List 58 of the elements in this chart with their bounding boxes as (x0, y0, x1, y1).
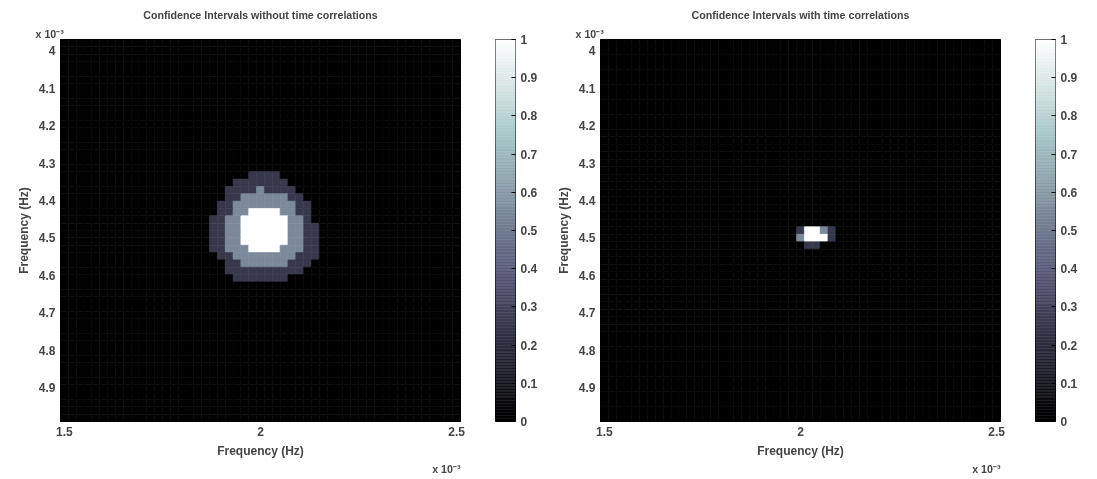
color-bar-label: 0 (1060, 415, 1068, 429)
color-bar-label: 0.6 (520, 185, 538, 200)
y-tick-label: 4.7 (38, 306, 56, 321)
text: x 10⁻³ (575, 27, 605, 40)
y-tick-label: 4.3 (38, 156, 56, 171)
y-axis-title: Frequency (Hz) (16, 187, 31, 274)
color-bar-label: 0.8 (1060, 109, 1078, 124)
chart-title: Confidence Intervals without time correlations (143, 8, 378, 21)
color-bar-label: 0.2 (1060, 338, 1078, 353)
text: x 10⁻³ (972, 462, 1001, 475)
color-bar-label: 0.9 (520, 71, 538, 86)
color-bar-label: 0.1 (1060, 376, 1078, 391)
x-tick-label: 2 (257, 424, 265, 439)
y-tick-label: 4.6 (578, 268, 596, 283)
y-tick-label: 4.8 (38, 343, 56, 358)
x-tick-label: 2.5 (448, 424, 466, 439)
y-tick-label: 4.4 (38, 194, 56, 209)
color-bar-label: 0 (520, 415, 528, 429)
color-bar-label: 0.9 (1060, 71, 1078, 86)
x-tick-label: 1.5 (56, 424, 74, 439)
y-tick-label: 4.4 (578, 194, 596, 209)
y-tick-label: 4 (48, 44, 56, 59)
y-tick-label: 4.9 (578, 381, 596, 396)
color-bar-label: 0.1 (520, 376, 538, 391)
color-bar-label: 0.6 (1060, 185, 1078, 200)
x-tick-label: 1.5 (596, 424, 614, 439)
text: x 10⁻³ (432, 462, 461, 475)
color-bar-label: 0.3 (1060, 300, 1078, 315)
color-bar-label: 0.8 (520, 109, 538, 124)
color-bar-label: 0.5 (520, 224, 538, 238)
color-bar-label: 0.2 (520, 338, 538, 353)
y-tick-label: 4.1 (578, 81, 596, 96)
y-tick-label: 4.8 (578, 343, 596, 358)
color-bar-label: 0.7 (520, 147, 538, 162)
y-tick-label: 4.6 (38, 268, 56, 283)
text: x 10⁻³ (35, 27, 65, 40)
x-tick-label: 2 (797, 424, 805, 439)
y-tick-label: 4 (588, 44, 596, 59)
color-bar-label: 0.4 (1060, 262, 1078, 277)
color-bar-label: 0.7 (1060, 147, 1078, 162)
y-tick-label: 4.5 (38, 231, 56, 246)
x-tick-label: 2.5 (988, 424, 1006, 439)
y-tick-label: 4.2 (578, 119, 596, 134)
color-bar-label: 0.4 (520, 262, 538, 277)
chart-title: Confidence Intervals with time correlations (691, 8, 910, 21)
x-axis-title: Frequency (Hz) (757, 443, 844, 458)
color-bar-label: 1 (1060, 33, 1068, 47)
y-tick-label: 4.9 (38, 381, 56, 396)
x-axis-title: Frequency (Hz) (217, 443, 304, 458)
color-bar-label: 0.5 (1060, 224, 1078, 238)
y-tick-label: 4.1 (38, 81, 56, 96)
y-tick-label: 4.3 (578, 156, 596, 171)
y-tick-label: 4.5 (578, 231, 596, 246)
y-axis-title: Frequency (Hz) (556, 187, 571, 274)
color-bar-label: 0.3 (520, 300, 538, 315)
y-tick-label: 4.2 (38, 119, 56, 134)
y-tick-label: 4.7 (578, 306, 596, 321)
color-bar-label: 1 (520, 33, 528, 47)
